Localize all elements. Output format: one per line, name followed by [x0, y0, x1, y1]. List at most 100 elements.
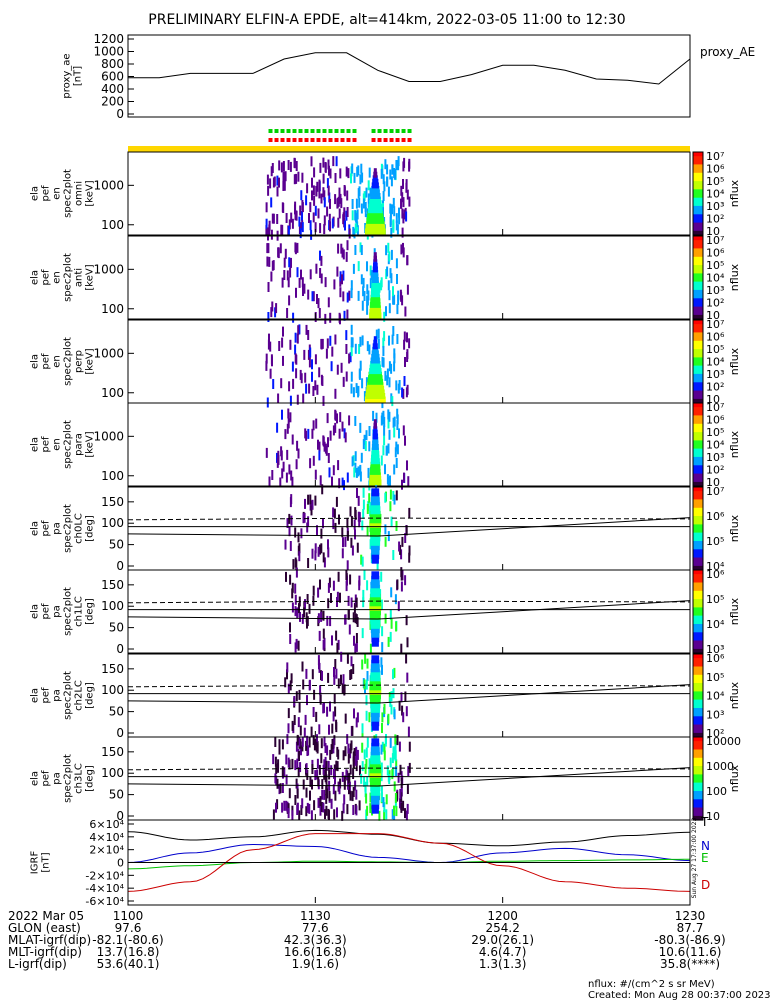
green-mark: [292, 129, 297, 133]
spectrogram-pixel: [360, 203, 363, 214]
spectrogram-pixel: [367, 198, 370, 209]
spectrogram-core-cell: [372, 436, 379, 443]
spectrogram-pixel: [402, 197, 405, 208]
spectrogram-pixel: [295, 368, 298, 379]
colorbar-swatch: [693, 172, 703, 176]
pa-pixel: [406, 672, 409, 683]
colorbar-swatch: [693, 526, 703, 530]
colorbar-swatch: [693, 469, 703, 473]
pa-pixel: [332, 519, 335, 530]
ylabel-line: pef: [41, 687, 52, 704]
spectrogram-pixel: [383, 435, 386, 446]
spectrogram-pixel: [288, 219, 291, 230]
pa-pixel: [297, 767, 300, 778]
pa-pixel: [365, 695, 368, 706]
spectrogram-pixel: [380, 280, 383, 291]
spectrogram-pixel: [319, 223, 322, 234]
spectrogram-pixel: [388, 290, 391, 301]
colorbar-swatch: [693, 228, 703, 232]
pa-pixel: [283, 800, 286, 811]
colorbar-swatch: [693, 176, 703, 180]
spectrogram-pixel: [387, 409, 390, 420]
spectrogram-pixel: [302, 286, 304, 296]
colorbar-swatch: [693, 185, 703, 188]
ae-ytick-label: 1000: [93, 45, 124, 59]
ae-ytick-label: 0: [116, 107, 124, 121]
colorbar-label: nflux: [728, 597, 741, 625]
spectrogram-pixel: [372, 410, 375, 421]
red-mark: [274, 138, 279, 142]
spectrogram-pixel: [363, 198, 365, 209]
colorbar-swatch: [693, 588, 703, 592]
spectrogram-core-cell: [369, 468, 381, 475]
colorbar-swatch: [693, 716, 703, 719]
igrf-ytick-label: 4×10⁴: [89, 831, 124, 844]
spectrogram-pixel: [332, 156, 335, 167]
spectrogram-pixel: [388, 429, 391, 440]
spectrogram-core-cell: [371, 447, 379, 454]
ephemeris-value: 53.6(40.1): [97, 957, 160, 971]
colorbar-swatch: [693, 222, 703, 226]
pa-pixel: [294, 606, 297, 617]
pa-pixel: [331, 723, 334, 734]
spectrogram-pixel: [287, 277, 290, 288]
pa-pixel: [369, 792, 372, 803]
pa-pixel: [353, 519, 356, 530]
spectrogram-pixel: [341, 274, 343, 285]
pa-pixel: [337, 571, 340, 582]
status-yellow-bar: [128, 146, 690, 152]
spectrogram-pixel: [350, 288, 353, 299]
colorbar-swatch: [693, 495, 703, 498]
colorbar-swatch: [693, 793, 703, 796]
colorbar-swatch: [693, 479, 703, 483]
colorbar-swatch: [693, 687, 703, 690]
colorbar-swatch: [693, 664, 703, 668]
spectrogram-pixel: [314, 222, 317, 233]
spectrogram-pixel: [304, 428, 307, 439]
pa-pixel: [399, 764, 402, 775]
colorbar-swatch: [693, 678, 703, 682]
spectrogram-pixel: [406, 255, 409, 266]
spectrogram-pixel: [405, 211, 408, 222]
igrf-component-label-T: T: [700, 815, 709, 829]
colorbar-swatch: [693, 277, 703, 281]
spectrogram-pixel: [359, 360, 362, 371]
spectrogram-pixel: [367, 180, 370, 191]
spectrogram-pixel: [387, 280, 390, 291]
spectrogram-pixel: [402, 247, 405, 258]
spectrogram-pixel: [302, 393, 305, 404]
colorbar-swatch: [693, 505, 703, 509]
spectrogram-pixel: [336, 198, 339, 209]
green-mark: [298, 129, 303, 133]
pa-pixel: [341, 527, 344, 538]
ephemeris-value: -80.3(-86.9): [654, 933, 725, 947]
spectrogram-pixel: [339, 287, 342, 298]
pa-pixel: [312, 595, 315, 606]
pa-pixel: [326, 745, 329, 756]
pa-core-cell: [370, 506, 381, 515]
pa-core-cell: [371, 801, 380, 810]
spectrogram-pixel: [393, 348, 396, 359]
spectrogram-pixel: [401, 192, 404, 203]
colorbar-swatch: [693, 576, 703, 579]
spectrogram-pixel: [368, 344, 371, 355]
spectrogram-pixel: [358, 197, 361, 208]
spectrogram-pixel: [338, 428, 341, 439]
red-mark: [280, 138, 285, 142]
red-mark: [352, 138, 357, 142]
pa-pixel: [281, 739, 284, 750]
colorbar-swatch: [693, 638, 703, 642]
spectrogram-pixel: [307, 289, 310, 300]
colorbar-swatch: [693, 347, 703, 350]
colorbar-swatch: [693, 164, 703, 168]
colorbar-tick-label: 10⁶: [706, 568, 725, 581]
ylabel-line: en: [52, 187, 63, 200]
pa-ytick-label: 150: [101, 495, 124, 509]
pa-pixel: [333, 674, 336, 685]
colorbar-swatch: [693, 609, 703, 613]
colorbar-tick-label: 10³: [706, 284, 724, 297]
spectrogram-pixel: [291, 361, 294, 372]
pa-pixel: [291, 588, 294, 599]
colorbar-swatch: [693, 522, 703, 525]
pa-ytick-label: 0: [116, 809, 124, 823]
